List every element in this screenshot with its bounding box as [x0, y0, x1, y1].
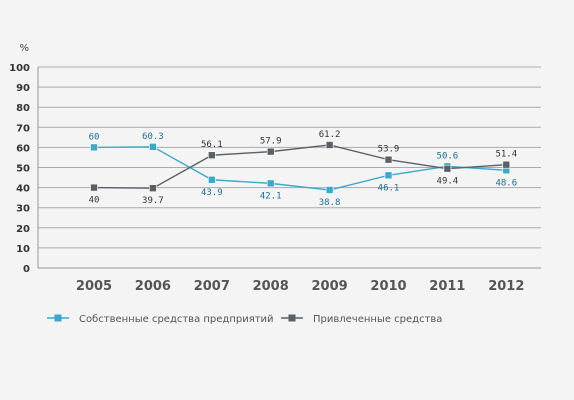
data-label: 48.6: [495, 178, 517, 188]
data-label: 49.4: [437, 177, 459, 187]
y-tick-label: 40: [16, 184, 30, 195]
data-point-marker: [90, 183, 98, 192]
x-tick-label: 2006: [135, 279, 171, 294]
legend-label-2: Привлеченные средства: [313, 314, 442, 325]
data-label: 40: [89, 196, 100, 206]
y-tick-label: 90: [16, 83, 30, 94]
data-point-marker: [384, 171, 393, 180]
data-labels: 60 60.3 43.9 42.1 38.8 46.1 50.6 48.6 40 39.7 56.1…: [89, 130, 518, 208]
y-tick-label: 70: [16, 123, 30, 134]
data-point-marker: [149, 184, 157, 193]
y-tick-label: 30: [16, 204, 30, 215]
y-tick-label: 80: [16, 103, 30, 114]
data-label: 56.1: [201, 140, 223, 150]
x-tick-label: 2005: [76, 279, 112, 294]
data-label: 50.6: [437, 151, 459, 161]
data-point-marker: [502, 160, 511, 169]
data-point-marker: [443, 164, 452, 173]
data-label: 60: [89, 132, 100, 142]
data-label: 60.3: [142, 132, 164, 142]
data-point-marker: [149, 142, 157, 151]
y-tick-label: 0: [23, 264, 30, 275]
data-label: 38.8: [319, 198, 341, 208]
x-tick-label: 2008: [253, 279, 289, 294]
data-point-marker: [90, 143, 98, 152]
grid-lines: [37, 66, 541, 269]
data-point-marker: [384, 155, 393, 164]
x-tick-label: 2007: [194, 279, 230, 294]
data-point-marker: [208, 175, 216, 184]
x-tick-label: 2011: [429, 279, 465, 294]
y-axis-unit-label: %: [19, 43, 29, 54]
legend-label-1: Собственные средства предприятий: [79, 314, 274, 325]
data-label: 43.9: [201, 188, 223, 198]
data-point-marker: [266, 147, 275, 156]
data-point-marker: [266, 179, 275, 188]
x-tick-label: 2012: [488, 279, 524, 294]
y-tick-label: 10: [16, 244, 30, 255]
series-line-2: [93, 144, 507, 189]
data-label: 46.1: [378, 183, 400, 193]
legend-marker-2: [288, 314, 296, 322]
data-label: 51.4: [495, 150, 517, 160]
legend: Собственные средства предприятий Привлече…: [47, 314, 442, 325]
x-tick-label: 2010: [370, 279, 406, 294]
x-tick-label: 2009: [312, 279, 348, 294]
data-label: 57.9: [260, 137, 282, 147]
series-lines: [93, 144, 507, 191]
data-label: 61.2: [319, 130, 341, 140]
x-axis-ticks: 2005 2006 2007 2008 2009 2010 2011 2012: [76, 279, 524, 294]
y-tick-label: 60: [16, 143, 30, 154]
data-label: 39.7: [142, 196, 164, 206]
data-point-marker: [325, 186, 334, 194]
y-tick-label: 20: [16, 224, 30, 235]
data-label: 42.1: [260, 191, 282, 201]
data-label: 53.9: [378, 145, 400, 155]
legend-marker-1: [54, 314, 62, 322]
data-point-marker: [208, 151, 216, 160]
y-axis-ticks: 0 10 20 30 40 50 60 70 80 90 100: [9, 63, 30, 275]
series-markers: [90, 141, 511, 194]
data-point-marker: [325, 141, 334, 149]
y-tick-label: 50: [16, 164, 30, 175]
y-tick-label: 100: [9, 63, 30, 74]
